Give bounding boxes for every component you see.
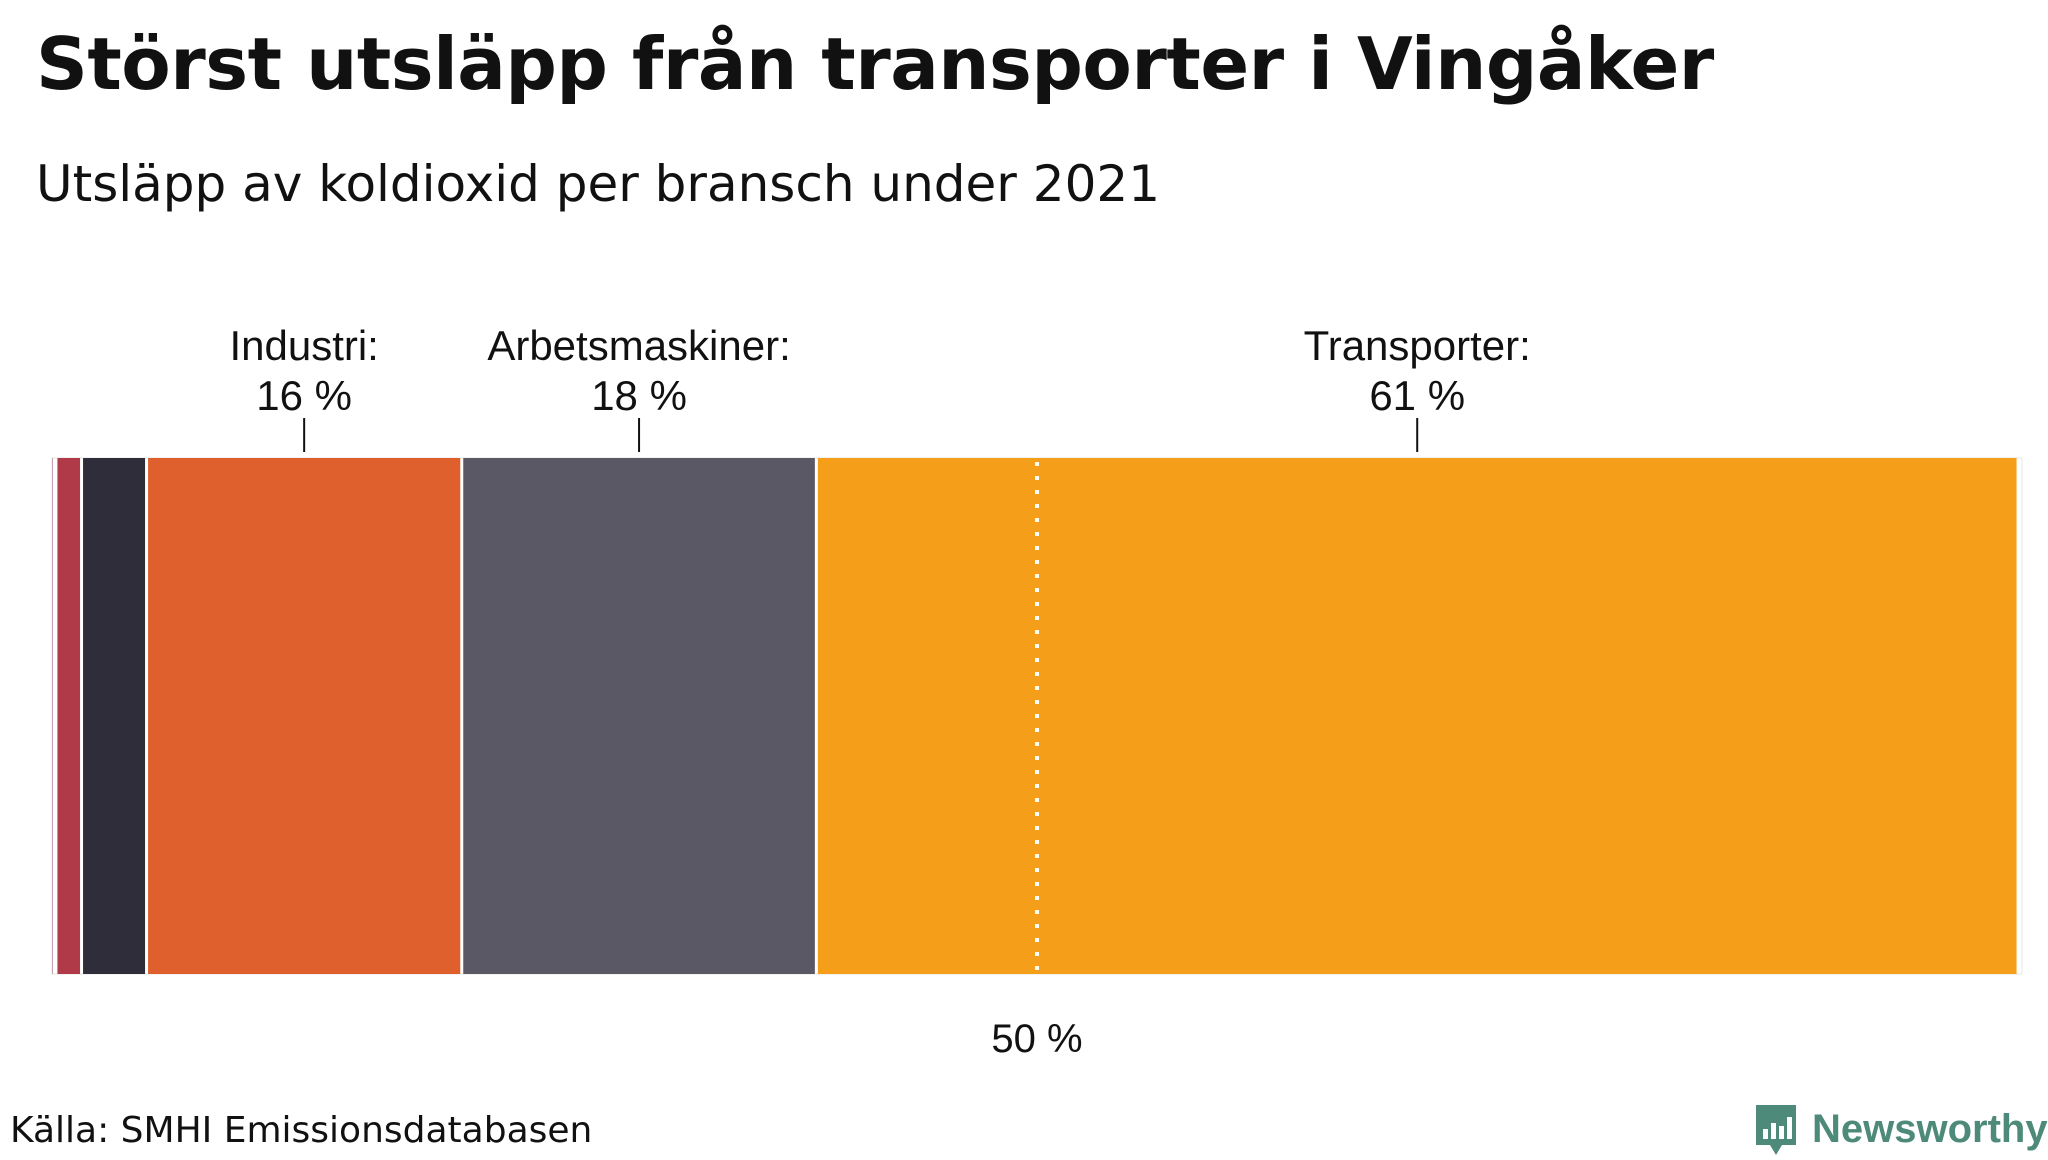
- segment-value-label-4: 18 %: [591, 372, 687, 419]
- source-note: Källa: SMHI Emissionsdatabasen: [10, 1110, 593, 1151]
- bar-segment-2: [83, 458, 146, 974]
- chart-subtitle: Utsläpp av koldioxid per bransch under 2…: [36, 155, 1160, 213]
- segment-value-label-5: 61 %: [1369, 372, 1465, 419]
- segment-category-label-3: Industri:: [229, 322, 378, 369]
- bar-segment-5: [817, 458, 2017, 974]
- bar-segment-4: [463, 458, 815, 974]
- brand-logo: Newsworthy: [1752, 1098, 2048, 1160]
- bar-segments: [51, 457, 2023, 975]
- bar-segment-0: [52, 458, 53, 974]
- segment-category-label-4: Arbetsmaskiner:: [487, 322, 790, 369]
- segment-labels: Industri:16 % Arbetsmaskiner:18 % Transpor…: [229, 322, 1531, 452]
- chart-title: Störst utsläpp från transporter i Vingåk…: [36, 22, 1714, 106]
- bar-segment-3: [148, 458, 461, 974]
- segment-value-label-3: 16 %: [256, 372, 352, 419]
- segment-category-label-5: Transporter:: [1304, 322, 1531, 369]
- bar-segment-1: [57, 458, 81, 974]
- brand-name: Newsworthy: [1812, 1106, 2048, 1151]
- reference-line-label: 50 %: [991, 1017, 1082, 1061]
- newsworthy-logo-icon: [1756, 1105, 1796, 1155]
